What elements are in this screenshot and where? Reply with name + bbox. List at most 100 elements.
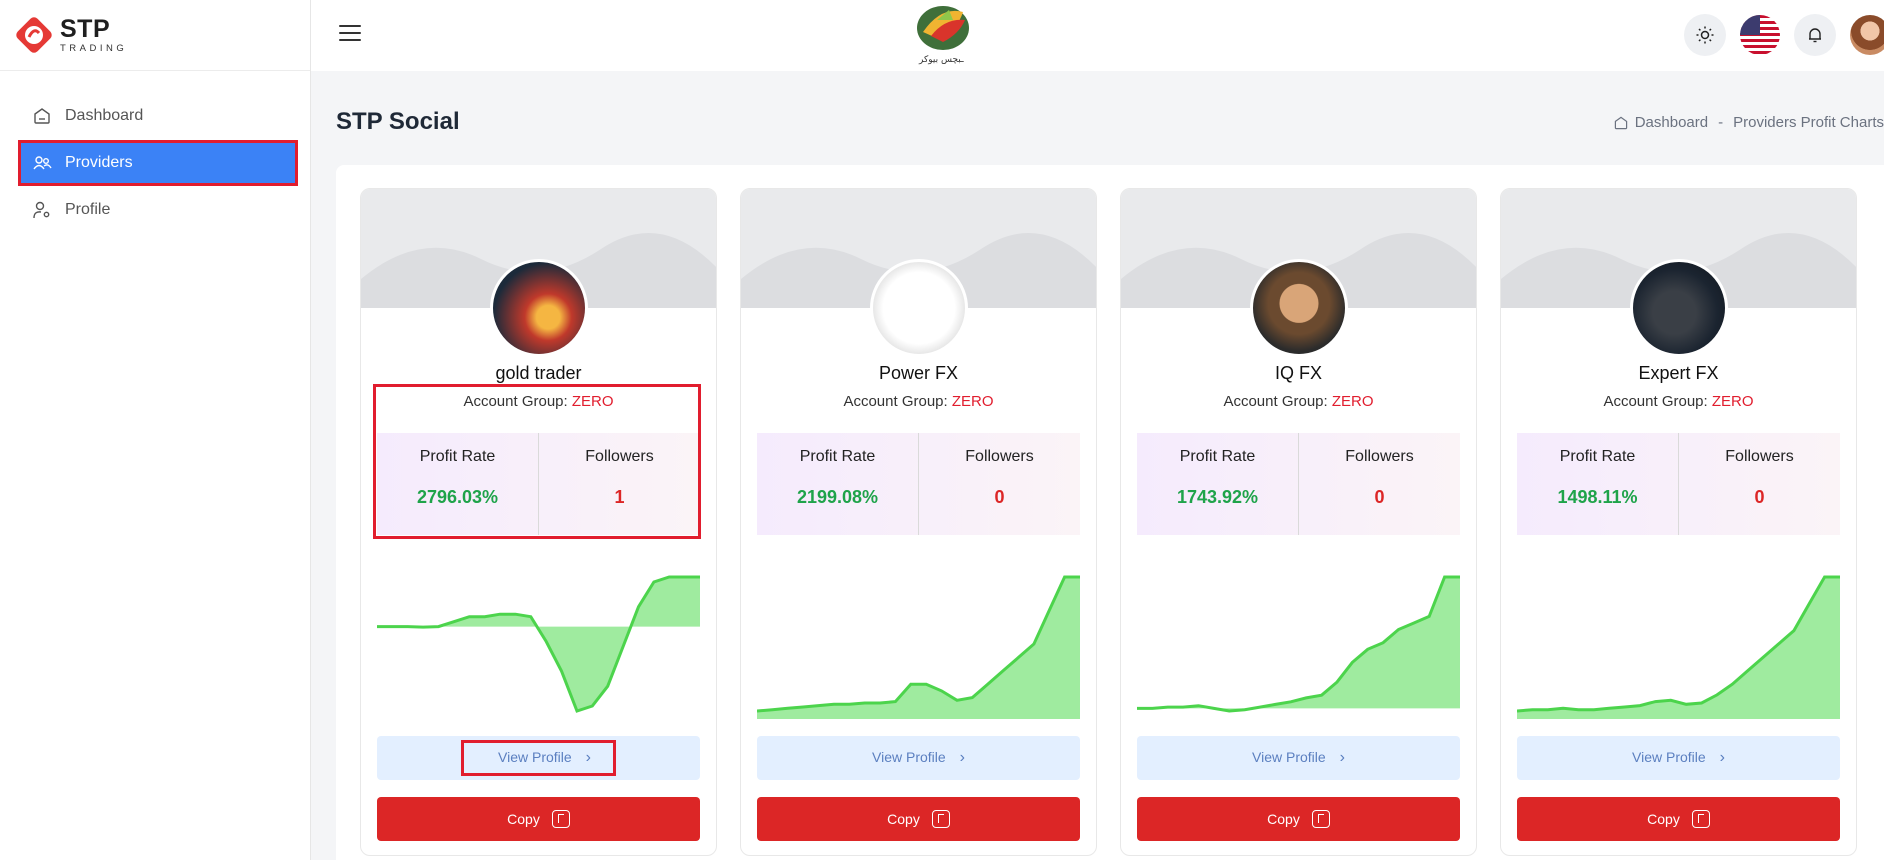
sidebar-item-profile[interactable]: Profile [18,187,298,233]
provider-name: gold trader [495,363,582,383]
sparkline-line [1517,575,1840,713]
provider-stats: Profit Rate 2199.08% Followers 0 [757,433,1080,535]
profit-rate-label: Profit Rate [799,448,876,465]
brand-subtitle: TRADING [60,42,128,54]
sidebar-item-providers[interactable]: Providers [18,140,298,186]
breadcrumb-separator: - [1718,114,1724,131]
chevron-right-icon: › [1719,749,1725,766]
stp-logo-icon [14,15,54,55]
copy-label: Copy [887,811,920,827]
provider-stats: Profit Rate 2796.03% Followers 1 [377,433,700,535]
provider-name: Expert FX [1638,363,1719,383]
provider-avatar[interactable] [1629,259,1728,357]
sidebar-item-dashboard[interactable]: Dashboard [18,93,298,139]
profit-sparkline [1517,575,1840,719]
followers-value: 0 [1754,487,1765,507]
followers-label: Followers [1345,448,1414,465]
view-profile-button[interactable]: View Profile › [1137,736,1460,780]
followers-label: Followers [1725,448,1794,465]
provider-card: gold trader Account Group: ZERO Profit R… [360,188,717,856]
menu-icon[interactable] [339,25,361,43]
account-group-value: ZERO [571,393,614,410]
view-profile-label: View Profile [498,749,572,765]
account-group: Account Group: ZERO [361,393,716,410]
provider-card: Expert FX Account Group: ZERO Profit Rat… [1500,188,1857,856]
followers-value: 1 [614,487,625,507]
sparkline-line [757,575,1080,713]
provider-avatar[interactable] [1249,259,1348,357]
users-icon [31,152,53,174]
profit-rate-value: 2796.03% [416,487,499,507]
notifications-button[interactable] [1794,14,1836,56]
provider-avatar[interactable] [869,259,968,357]
followers-label: Followers [965,448,1034,465]
view-profile-label: View Profile [872,749,946,765]
account-group: Account Group: ZERO [1501,393,1856,410]
chevron-right-icon: › [585,749,591,766]
account-group: Account Group: ZERO [741,393,1096,410]
profit-rate-label: Profit Rate [419,448,496,465]
copy-icon [931,810,950,828]
provider-avatar[interactable] [489,259,588,357]
copy-label: Copy [1267,811,1300,827]
page-title: STP Social [336,108,460,135]
brand-logo[interactable]: STP TRADING [0,0,310,71]
broker-logo-icon [911,2,977,68]
card-banner [361,189,716,308]
home-icon [31,105,53,127]
breadcrumb: Dashboard - Providers Profit Charts [1613,114,1884,131]
account-group: Account Group: ZERO [1121,393,1476,410]
provider-name: IQ FX [1274,363,1322,383]
profit-rate-value: 1498.11% [1557,487,1638,507]
account-group-value: ZERO [1331,393,1374,410]
profit-sparkline [377,575,700,713]
sparkline-area [1517,577,1840,719]
followers-value: 0 [1374,487,1385,507]
sparkline-area [757,577,1080,719]
sidebar-item-label: Profile [65,201,111,218]
chevron-right-icon: › [959,749,965,766]
copy-button[interactable]: Copy [1137,797,1460,841]
copy-label: Copy [1647,811,1680,827]
sidebar-nav: Dashboard Providers Profile [0,71,310,233]
account-group-label: Account Group: [1603,393,1708,410]
breadcrumb-home-link[interactable]: Dashboard [1634,114,1709,131]
provider-card: IQ FX Account Group: ZERO Profit Rate 17… [1120,188,1477,856]
followers-label: Followers [585,448,654,465]
sparkline-line [377,575,700,713]
topbar: ـبچس بیوکر [311,0,1884,71]
logo-caption: ـبچس بیوکر [919,55,964,65]
profit-rate-value: 1743.92% [1176,487,1259,507]
followers-value: 0 [994,487,1005,507]
view-profile-button[interactable]: View Profile › [377,736,700,780]
provider-stats: Profit Rate 1498.11% Followers 0 [1517,433,1840,535]
copy-button[interactable]: Copy [377,797,700,841]
home-icon [1614,116,1627,129]
copy-icon [1691,810,1710,828]
account-group-value: ZERO [951,393,994,410]
provider-name: Power FX [878,363,959,383]
theme-toggle-button[interactable] [1684,14,1726,56]
sidebar-item-label: Dashboard [65,107,144,124]
view-profile-label: View Profile [1252,749,1326,765]
us-flag-icon[interactable] [1740,15,1780,55]
avatar[interactable] [1850,15,1884,55]
view-profile-label: View Profile [1632,749,1706,765]
user-gear-icon [31,199,53,221]
highlight-box [373,384,701,539]
sidebar-item-label: Providers [65,154,133,171]
sparkline-line [1137,575,1460,713]
profit-sparkline [757,575,1080,719]
bell-icon [1809,28,1821,43]
copy-button[interactable]: Copy [1517,797,1840,841]
view-profile-button[interactable]: View Profile › [1517,736,1840,780]
copy-icon [1311,810,1330,828]
account-group-value: ZERO [1711,393,1754,410]
copy-icon [551,810,570,828]
view-profile-button[interactable]: View Profile › [757,736,1080,780]
copy-button[interactable]: Copy [757,797,1080,841]
breadcrumb-current: Providers Profit Charts [1733,114,1884,131]
profit-sparkline [1137,575,1460,713]
sparkline-area [1137,577,1460,711]
account-group-label: Account Group: [843,393,948,410]
